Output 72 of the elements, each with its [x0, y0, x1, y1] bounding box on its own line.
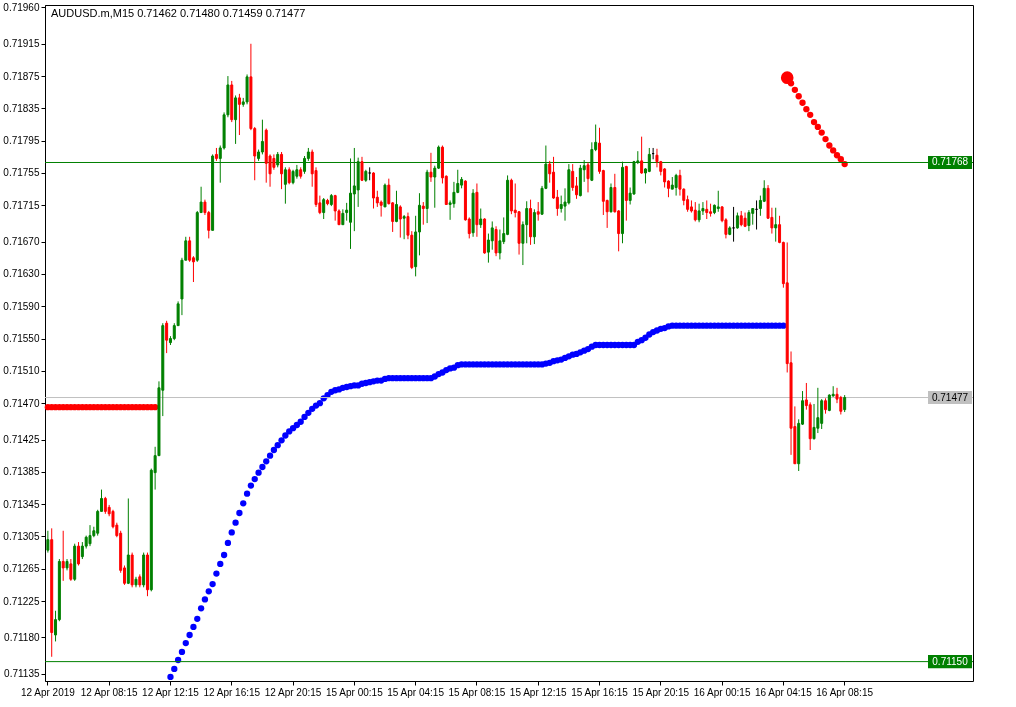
- candlestick: [536, 201, 540, 222]
- candlestick: [69, 558, 73, 582]
- y-tick-label: 0.71265: [3, 563, 40, 575]
- y-tick-label: 0.71225: [3, 595, 40, 607]
- candlestick: [586, 161, 590, 193]
- ref-line-label: 0.71768: [931, 156, 969, 168]
- candlestick: [237, 93, 241, 136]
- ref-line-label: 0.71477: [931, 391, 969, 403]
- x-tick-label: 12 Apr 12:15: [142, 686, 200, 698]
- candlestick: [716, 190, 720, 213]
- y-tick-label: 0.71755: [3, 167, 40, 179]
- y-tick-label: 0.71795: [3, 135, 40, 147]
- x-tick-label: 15 Apr 08:15: [448, 686, 506, 698]
- candlestick: [402, 214, 406, 240]
- candlestick: [88, 524, 92, 547]
- x-tick-label: 15 Apr 04:15: [387, 686, 445, 698]
- y-tick-label: 0.71180: [4, 631, 40, 643]
- y-tick-label: 0.71510: [3, 365, 40, 377]
- chart-title: AUDUSD.m,M15 0.71462 0.71480 0.71459 0.71477: [51, 7, 306, 19]
- y-tick-label: 0.71875: [3, 70, 40, 82]
- y-tick-label: 0.71835: [3, 102, 40, 114]
- y-tick-label: 0.71470: [3, 397, 40, 409]
- candlestick: [383, 182, 387, 208]
- y-tick-label: 0.71590: [3, 300, 40, 312]
- y-tick-label: 0.71425: [3, 434, 40, 446]
- candlestick: [494, 225, 498, 257]
- x-tick-label: 12 Apr 16:15: [203, 686, 261, 698]
- x-tick-label: 16 Apr 00:15: [693, 686, 751, 698]
- y-tick-label: 0.71135: [4, 668, 40, 680]
- candlestick: [260, 119, 264, 155]
- x-tick-label: 15 Apr 12:15: [509, 686, 567, 698]
- candlestick: [747, 209, 751, 232]
- y-tick-label: 0.71715: [3, 199, 40, 211]
- ref-line-label: 0.71150: [932, 655, 969, 667]
- candlestick: [655, 148, 659, 168]
- candlestick: [46, 530, 50, 554]
- candlestick: [398, 204, 402, 239]
- candlestick: [693, 201, 697, 222]
- candlestick: [490, 220, 494, 251]
- candlestick: [640, 136, 644, 175]
- candlestick: [333, 194, 337, 222]
- candlestick: [774, 207, 778, 243]
- y-tick-label: 0.71630: [3, 268, 40, 280]
- candlestick: [61, 530, 65, 582]
- candlestick: [283, 166, 287, 205]
- y-tick-label: 0.71670: [3, 236, 40, 248]
- candlestick: [571, 163, 575, 192]
- candlestick: [429, 152, 433, 183]
- candlestick: [394, 190, 398, 223]
- candlestick: [280, 151, 284, 190]
- x-tick-label: 15 Apr 00:15: [325, 686, 384, 698]
- x-tick-label: 12 Apr 20:15: [264, 686, 322, 698]
- y-tick-label: 0.71960: [3, 1, 40, 13]
- y-tick-label: 0.71915: [3, 38, 40, 50]
- y-tick-label: 0.71385: [3, 466, 40, 478]
- candlestick: [360, 156, 364, 182]
- candlestick: [674, 173, 678, 197]
- candlestick: [188, 236, 192, 263]
- y-tick-label: 0.71305: [3, 530, 40, 542]
- x-tick-label: 15 Apr 16:15: [571, 686, 629, 698]
- x-tick-label: 15 Apr 20:15: [632, 686, 690, 698]
- x-tick-label: 12 Apr 2019: [20, 686, 76, 698]
- y-tick-label: 0.71345: [3, 498, 40, 510]
- x-tick-label: 12 Apr 08:15: [80, 686, 138, 698]
- candlestick: [678, 169, 682, 197]
- y-tick-label: 0.71550: [3, 333, 40, 345]
- candlestick: [479, 208, 483, 229]
- x-tick-label: 16 Apr 04:15: [755, 686, 813, 698]
- candlestick: [705, 199, 709, 220]
- x-tick-label: 16 Apr 08:15: [816, 686, 874, 698]
- candlestick: [421, 201, 425, 226]
- candlestick: [697, 203, 701, 223]
